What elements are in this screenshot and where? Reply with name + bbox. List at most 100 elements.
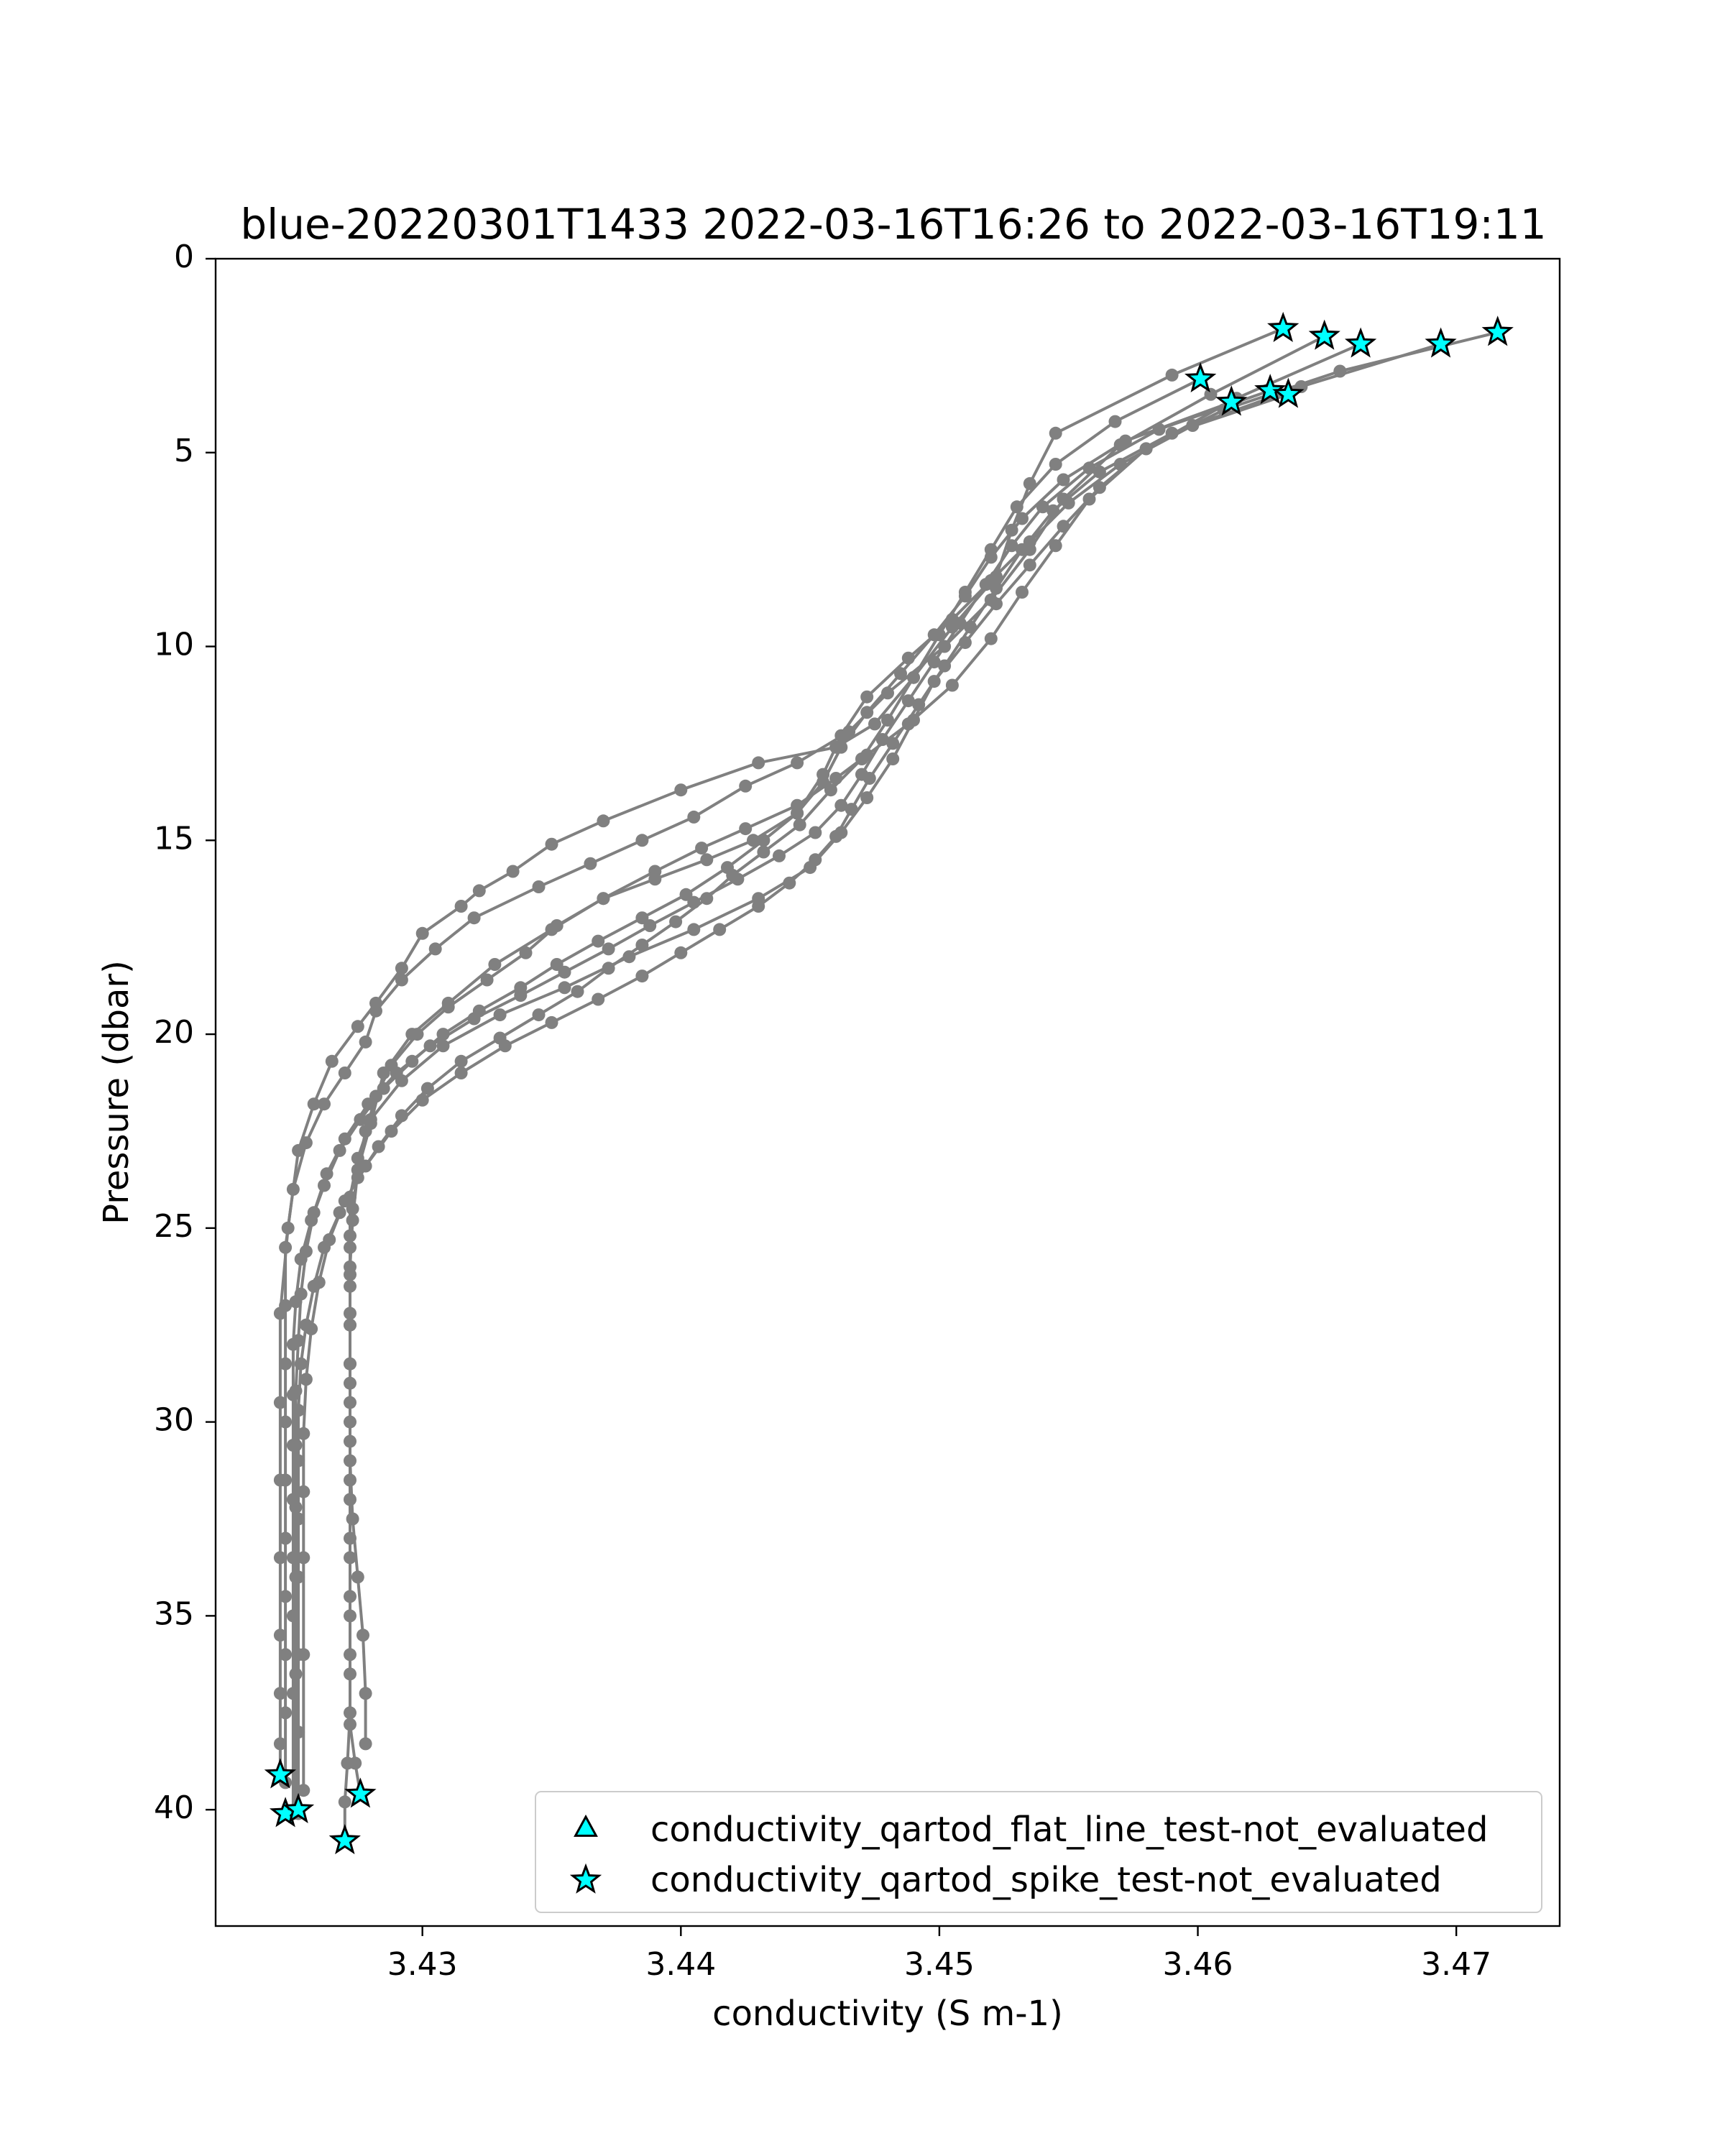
profile-point: [571, 985, 584, 998]
spike-flag-star-marker: [282, 1792, 315, 1823]
legend-triangle-marker: [574, 1814, 598, 1837]
profile-point: [927, 655, 941, 669]
profile-point: [1005, 539, 1018, 553]
x-tick-label: 3.46: [1163, 1946, 1233, 1983]
legend-star-marker: [569, 1863, 602, 1894]
profile-point: [362, 1097, 375, 1111]
profile-point: [338, 1132, 351, 1146]
profile-point: [420, 1082, 434, 1095]
profile-point: [757, 834, 770, 847]
profile-point: [325, 1054, 339, 1068]
spike-flag-star-marker: [1308, 319, 1340, 350]
profile-point: [415, 1093, 429, 1107]
profile-point: [875, 733, 889, 746]
profile-point: [351, 1020, 364, 1033]
profile-point: [597, 892, 610, 906]
profile-point: [1092, 481, 1106, 494]
profile-point: [307, 1206, 321, 1220]
profile-point: [273, 1737, 287, 1751]
axes: 3.43 3.44 3.45 3.46 3.47 0 5 10 15 20 25 30 35 40: [154, 239, 1491, 1983]
profile-point: [532, 880, 546, 893]
profile-point: [273, 1396, 287, 1409]
profile-point: [286, 1687, 300, 1700]
profile-point: [783, 876, 796, 890]
profile-point: [1082, 461, 1096, 475]
profile-point: [674, 783, 688, 797]
profile-point: [1036, 500, 1049, 514]
x-tick-label: 3.43: [387, 1946, 458, 1983]
profile-point: [558, 965, 571, 979]
profile-point: [1023, 558, 1036, 572]
profile-point: [454, 1067, 468, 1079]
profile-point: [292, 1334, 305, 1348]
profile-line: [343, 331, 1499, 1841]
y-tick-label: 5: [174, 433, 194, 469]
profile-point: [739, 822, 753, 836]
profile-point: [695, 842, 709, 855]
profile-point: [1049, 539, 1062, 553]
profile-5: [338, 326, 1504, 1848]
profile-point: [454, 1054, 468, 1068]
profile-point: [289, 1667, 303, 1681]
y-tick-label: 15: [154, 820, 194, 857]
y-axis-label: Pressure (dbar): [96, 960, 137, 1225]
profile-point: [721, 861, 734, 875]
profile-point: [344, 1531, 356, 1545]
profile-point: [297, 1648, 310, 1662]
profile-point: [868, 717, 881, 731]
profile-point: [635, 939, 649, 952]
profile-point: [279, 1473, 293, 1487]
profile-point: [592, 992, 605, 1006]
profile-point: [344, 1307, 356, 1320]
spike-flag-star-marker: [1254, 374, 1287, 405]
profile-point: [687, 810, 701, 824]
spike-flag-star-marker: [1272, 377, 1305, 408]
profile-point: [344, 1706, 356, 1720]
profile-point: [480, 973, 494, 987]
profile-point: [1046, 504, 1060, 517]
profile-point: [592, 934, 605, 948]
profile-point: [1152, 423, 1166, 436]
spike-flag-star-marker: [1344, 327, 1377, 358]
profile-point: [953, 617, 967, 630]
profile-point: [979, 578, 993, 591]
profile-point: [454, 900, 468, 913]
profile-point: [297, 1427, 310, 1440]
profile-point: [901, 694, 915, 708]
profile-point: [958, 589, 972, 603]
profile-point: [493, 1008, 507, 1022]
profile-point: [344, 1229, 356, 1243]
plot-frame: [214, 257, 1561, 1927]
profile-point: [344, 1415, 356, 1429]
profile-point: [602, 962, 615, 975]
profile-point: [648, 872, 662, 886]
profile-point: [338, 1795, 351, 1809]
profile-point: [855, 752, 868, 765]
profile-point: [299, 1136, 313, 1150]
profile-point: [545, 1015, 558, 1029]
profile-point: [289, 1570, 303, 1584]
profile-point: [359, 1737, 372, 1751]
legend-triangle-shape: [574, 1814, 598, 1837]
profile-point: [1118, 434, 1132, 448]
profile-8: [289, 384, 1277, 1817]
profile-point: [467, 911, 481, 925]
profile-point: [545, 837, 558, 851]
profile-point: [984, 632, 998, 645]
profile-point: [597, 814, 610, 828]
profile-point: [323, 1233, 336, 1246]
profile-point: [860, 706, 874, 719]
profile-point: [669, 915, 683, 929]
profile-point: [286, 1182, 300, 1196]
profile-point: [881, 686, 894, 700]
profile-point: [338, 1194, 351, 1208]
profile-point: [436, 1039, 450, 1053]
profile-point: [829, 829, 843, 843]
profile-point: [498, 1039, 512, 1053]
profile-point: [297, 1551, 310, 1565]
profile-point: [1057, 473, 1070, 487]
profile-point: [279, 1706, 293, 1720]
profile-point: [894, 667, 907, 681]
profile-point: [514, 989, 528, 1003]
